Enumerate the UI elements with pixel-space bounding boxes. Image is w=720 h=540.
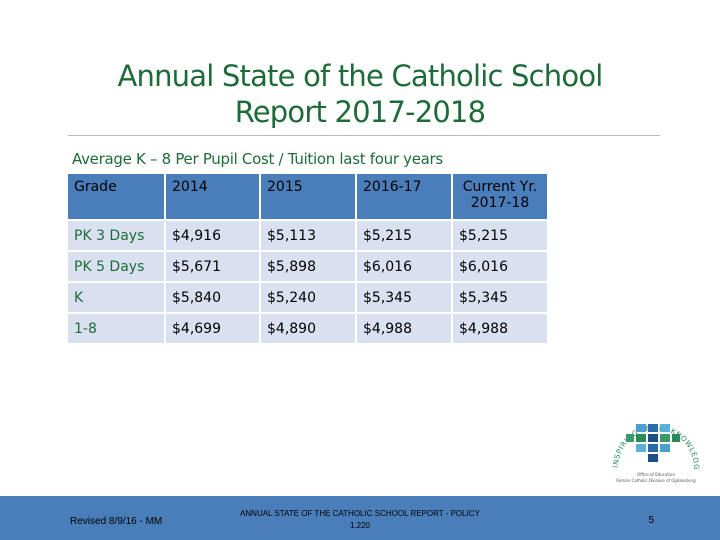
table-cell: $5,898 <box>259 250 357 283</box>
footer-title-line-1: ANNUAL STATE OF THE CATHOLIC SCHOOL REPO… <box>240 509 480 518</box>
table-row: 1-8 $4,699 $4,890 $4,988 $4,988 <box>66 312 549 345</box>
row-label: PK 3 Days <box>66 219 166 252</box>
page-number: 5 <box>648 515 654 526</box>
header-grade: Grade <box>66 172 166 221</box>
title-line-1: Annual State of the Catholic School <box>117 59 603 93</box>
logo-diocese-text: Roman Catholic Diocese of Ogdensburg <box>616 478 696 483</box>
title-line-2: Report 2017-2018 <box>234 95 486 129</box>
row-label: K <box>66 281 166 314</box>
row-label: PK 5 Days <box>66 250 166 283</box>
table-cell: $5,113 <box>259 219 357 252</box>
table-caption: Average K – 8 Per Pupil Cost / Tuition l… <box>72 150 443 168</box>
header-current-year: Current Yr. 2017-18 <box>451 172 549 221</box>
table-cell: $5,671 <box>164 250 261 283</box>
table-header-row: Grade 2014 2015 2016-17 Current Yr. 2017… <box>66 172 549 221</box>
table-cell: $4,699 <box>164 312 261 345</box>
diocese-logo: INSPIRING FAITH, KNOWLEDGE AND COMMUNITY… <box>606 402 700 483</box>
table-row: K $5,840 $5,240 $5,345 $5,345 <box>66 281 549 314</box>
table-cell: $4,988 <box>355 312 453 345</box>
table-cell: $5,345 <box>451 281 549 314</box>
table-cell: $5,240 <box>259 281 357 314</box>
page-title: Annual State of the Catholic School Repo… <box>0 58 720 130</box>
table-cell: $4,988 <box>451 312 549 345</box>
tuition-table: Grade 2014 2015 2016-17 Current Yr. 2017… <box>66 172 549 345</box>
table-row: PK 3 Days $4,916 $5,113 $5,215 $5,215 <box>66 219 549 252</box>
header-2014: 2014 <box>164 172 261 221</box>
row-label: 1-8 <box>66 312 166 345</box>
table-cell: $6,016 <box>451 250 549 283</box>
footer-title: ANNUAL STATE OF THE CATHOLIC SCHOOL REPO… <box>200 508 520 532</box>
table-cell: $4,890 <box>259 312 357 345</box>
cross-icon <box>626 424 680 462</box>
footer-title-line-2: 1.220 <box>349 521 371 530</box>
table-cell: $5,215 <box>451 219 549 252</box>
revised-note: Revised 8/9/16 - MM <box>70 516 163 527</box>
header-2015: 2015 <box>259 172 357 221</box>
header-2016-17: 2016-17 <box>355 172 453 221</box>
footer-bar: Revised 8/9/16 - MM ANNUAL STATE OF THE … <box>0 496 720 540</box>
table-row: PK 5 Days $5,671 $5,898 $6,016 $6,016 <box>66 250 549 283</box>
table-cell: $4,916 <box>164 219 261 252</box>
logo-office-text: Office of Education <box>637 472 675 477</box>
table-cell: $6,016 <box>355 250 453 283</box>
title-divider <box>68 135 660 136</box>
table-cell: $5,215 <box>355 219 453 252</box>
table-cell: $5,345 <box>355 281 453 314</box>
table-cell: $5,840 <box>164 281 261 314</box>
